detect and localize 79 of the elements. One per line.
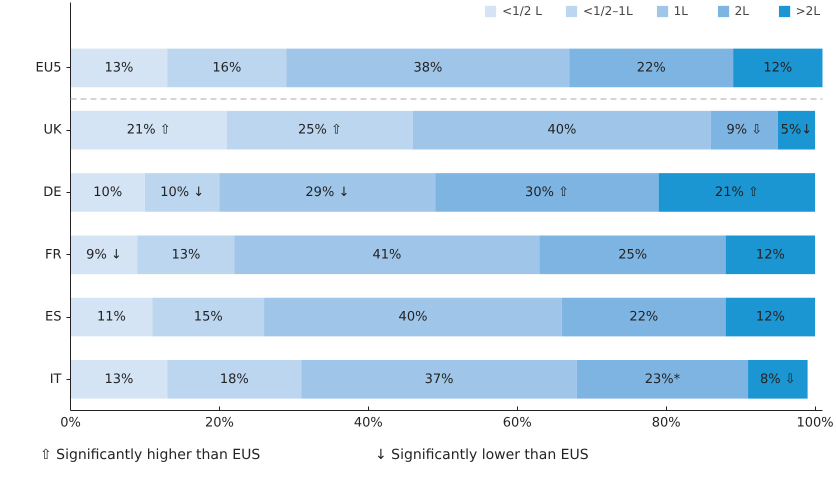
text: ⇧ Significantly higher than EUS (40, 446, 260, 465)
legend-label: 1L (674, 4, 689, 18)
bar (710, 110, 778, 150)
data-label: 13% (104, 60, 134, 76)
y-tick-label: EU5 (36, 60, 62, 76)
bar (286, 48, 570, 88)
x-tick-label: 0% (60, 416, 81, 430)
y-tick-label: FR (44, 247, 62, 262)
data-label: 40% (398, 310, 428, 325)
data-label: 12% (756, 247, 785, 262)
data-label: 13% (104, 372, 134, 387)
bar (778, 110, 816, 150)
y-tick-label: ES (45, 310, 62, 325)
x-tick-label: 60% (502, 416, 532, 430)
bar (658, 173, 816, 212)
data-label: 11% (97, 310, 126, 325)
bar (301, 360, 577, 399)
bar (226, 110, 413, 150)
bar (167, 360, 302, 399)
data-label: 22% (629, 310, 658, 325)
bar (726, 298, 816, 336)
bar (70, 173, 145, 212)
data-label: 9% ⇩ (726, 122, 762, 138)
bar (540, 235, 726, 274)
data-label: 25% (618, 247, 648, 262)
data-label: 15% (194, 310, 223, 325)
data-label: 37% (424, 372, 454, 387)
bar (562, 298, 726, 336)
bar (70, 298, 152, 336)
data-label: 38% (413, 60, 442, 76)
data-label: 8% ⇩ (760, 372, 796, 387)
x-tick-label: 80% (652, 416, 681, 430)
legend-label: >2L (796, 4, 820, 18)
data-label: 12% (763, 60, 792, 76)
text: ↓ Significantly lower than EUS (375, 446, 589, 465)
bar (138, 235, 234, 274)
bar (435, 173, 659, 212)
data-label: 23%* (644, 372, 681, 387)
bar (144, 173, 220, 212)
bar (152, 298, 264, 336)
bar (264, 298, 562, 336)
bar (726, 235, 816, 274)
data-label: 18% (220, 372, 249, 387)
data-label: 5%↓ (780, 122, 812, 138)
data-label: 9% ↓ (86, 247, 122, 262)
data-label: 12% (756, 310, 785, 325)
legend-label: 2L (734, 4, 750, 18)
bar (733, 48, 822, 88)
data-label: 41% (372, 247, 402, 262)
bar (219, 173, 436, 212)
data-label: 40% (547, 122, 576, 138)
bar (70, 48, 168, 88)
bar (167, 48, 286, 88)
legend-label: <1/2–1L (582, 4, 633, 18)
y-tick-label: DE (43, 184, 62, 200)
data-label: 30% ⇧ (525, 184, 569, 200)
y-tick-label: IT (50, 372, 62, 387)
data-label: 25% ⇧ (298, 122, 342, 138)
x-tick-label: 100% (796, 416, 834, 430)
bar (569, 48, 734, 88)
y-tick-label: UK (43, 122, 62, 138)
x-tick-label: 20% (204, 416, 234, 430)
data-label: 21% ⇧ (126, 122, 171, 138)
bar (70, 360, 168, 399)
data-label: 22% (636, 60, 666, 76)
data-label: 13% (171, 247, 200, 262)
bar (70, 110, 227, 150)
data-label: 21% ⇧ (714, 184, 759, 200)
bar (234, 235, 540, 274)
data-label: 10% (93, 184, 122, 200)
data-label: 10% ↓ (160, 184, 204, 200)
x-tick-label: 40% (354, 416, 383, 430)
bar (70, 235, 138, 274)
legend-label: <1/2 L (502, 4, 542, 18)
data-label: 16% (212, 60, 242, 76)
bar (748, 360, 808, 399)
bar (576, 360, 748, 399)
data-label: 29% ↓ (305, 184, 350, 200)
bar (412, 110, 711, 150)
